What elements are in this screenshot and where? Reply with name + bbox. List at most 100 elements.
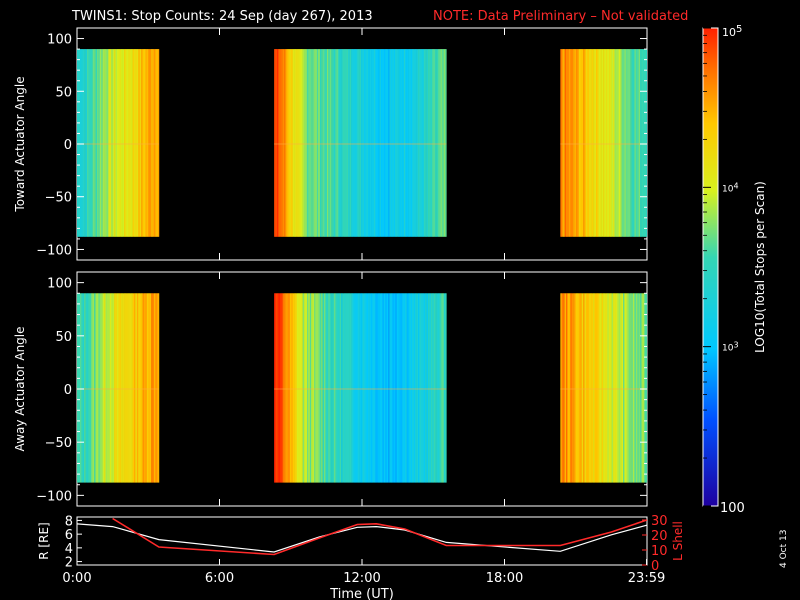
middle-heat-column — [413, 293, 416, 483]
middle-heat-column — [141, 293, 143, 483]
middle-heat-column — [82, 293, 85, 483]
middle-heat-column — [125, 293, 128, 483]
top-heat-column — [585, 49, 588, 237]
top-y-tick-label: 0 — [64, 138, 72, 153]
middle-heat-column — [279, 293, 282, 483]
middle-heat-column — [440, 293, 443, 483]
top-heat-column — [351, 49, 353, 237]
middle-heat-column — [388, 293, 390, 483]
top-heat-column — [632, 49, 635, 237]
middle-heat-column — [101, 293, 103, 483]
top-heat-column — [284, 49, 286, 237]
middle-heat-column — [274, 293, 276, 483]
top-heat-column — [105, 49, 108, 237]
top-heat-column — [348, 49, 350, 237]
middle-heat-column — [111, 293, 113, 483]
top-heat-column — [102, 49, 105, 237]
middle-heat-column — [396, 293, 399, 483]
middle-heat-column — [306, 293, 309, 483]
top-heat-column — [91, 49, 93, 237]
colorbar-tick-label: 105 — [722, 24, 742, 39]
top-heat-column — [430, 49, 433, 237]
middle-heat-column — [620, 293, 622, 483]
middle-heat-column — [355, 293, 358, 483]
top-heat-column — [291, 49, 293, 237]
middle-heat-column — [96, 293, 99, 483]
top-heat-column — [302, 49, 305, 237]
top-heat-column — [426, 49, 429, 237]
middle-heat-column — [405, 293, 407, 483]
middle-heat-column — [587, 293, 590, 483]
middle-heat-column — [115, 293, 118, 483]
top-heat-column — [440, 49, 443, 237]
top-heat-column — [145, 49, 148, 237]
top-heat-column — [138, 49, 141, 237]
top-heat-column — [349, 49, 352, 237]
top-heat-column — [605, 49, 608, 237]
middle-heat-column — [291, 293, 293, 483]
top-heat-column — [429, 49, 432, 237]
top-heat-column — [358, 49, 360, 237]
x-tick-label: 6:00 — [205, 571, 234, 586]
middle-heat-column — [419, 293, 422, 483]
preliminary-note: NOTE: Data Preliminary – Not validated — [433, 9, 688, 24]
middle-heat-column — [124, 293, 126, 483]
middle-heat-column — [155, 293, 158, 483]
middle-heat-column — [560, 293, 563, 483]
middle-heat-column — [365, 293, 368, 483]
top-heat-column — [388, 49, 390, 237]
middle-heat-column — [121, 293, 123, 483]
top-heat-column — [423, 49, 426, 237]
middle-heat-column — [139, 293, 142, 483]
middle-heat-column — [112, 293, 115, 483]
middle-heat-column — [362, 293, 365, 483]
middle-heat-column — [286, 293, 289, 483]
middle-heat-column — [301, 293, 303, 483]
middle-heat-column — [416, 293, 419, 483]
top-heat-column — [395, 49, 397, 237]
top-heat-column — [86, 49, 89, 237]
date-stamp: 4 Oct 13 — [779, 530, 789, 568]
middle-heat-column — [308, 293, 311, 483]
middle-heat-column — [342, 293, 345, 483]
middle-heat-column — [346, 293, 349, 483]
top-heat-column — [610, 49, 612, 237]
middle-heat-column — [289, 293, 292, 483]
top-heat-column — [389, 49, 392, 237]
middle-heat-column — [597, 293, 600, 483]
top-heat-column — [89, 49, 92, 237]
top-heat-column — [339, 49, 342, 237]
top-heat-column — [631, 49, 634, 237]
top-heat-column — [564, 49, 567, 237]
top-heat-column — [378, 49, 380, 237]
middle-heat-column — [638, 293, 641, 483]
middle-heat-column — [406, 293, 409, 483]
top-heat-column — [353, 49, 356, 237]
middle-heat-column — [389, 293, 392, 483]
top-heat-column — [77, 49, 79, 237]
top-heat-column — [115, 49, 118, 237]
top-heat-column — [332, 49, 335, 237]
middle-heat-column — [94, 293, 96, 483]
top-heat-column — [608, 49, 611, 237]
middle-heat-column — [349, 293, 352, 483]
top-heat-column — [121, 49, 123, 237]
middle-heat-column — [561, 293, 564, 483]
top-heat-column — [570, 49, 573, 237]
top-heat-column — [627, 49, 630, 237]
top-heat-column — [134, 49, 136, 237]
middle-heat-column — [415, 293, 417, 483]
middle-heat-column — [304, 293, 306, 483]
top-heat-column — [279, 49, 282, 237]
top-heat-column — [379, 49, 382, 237]
middle-heat-column — [321, 293, 323, 483]
middle-heat-column — [332, 293, 335, 483]
top-heat-column — [598, 49, 601, 237]
top-heat-column — [88, 49, 91, 237]
middle-heat-column — [585, 293, 588, 483]
middle-heat-column — [336, 293, 339, 483]
top-heat-column — [442, 49, 445, 237]
middle-heat-column — [282, 293, 285, 483]
top-heat-column — [366, 49, 369, 237]
